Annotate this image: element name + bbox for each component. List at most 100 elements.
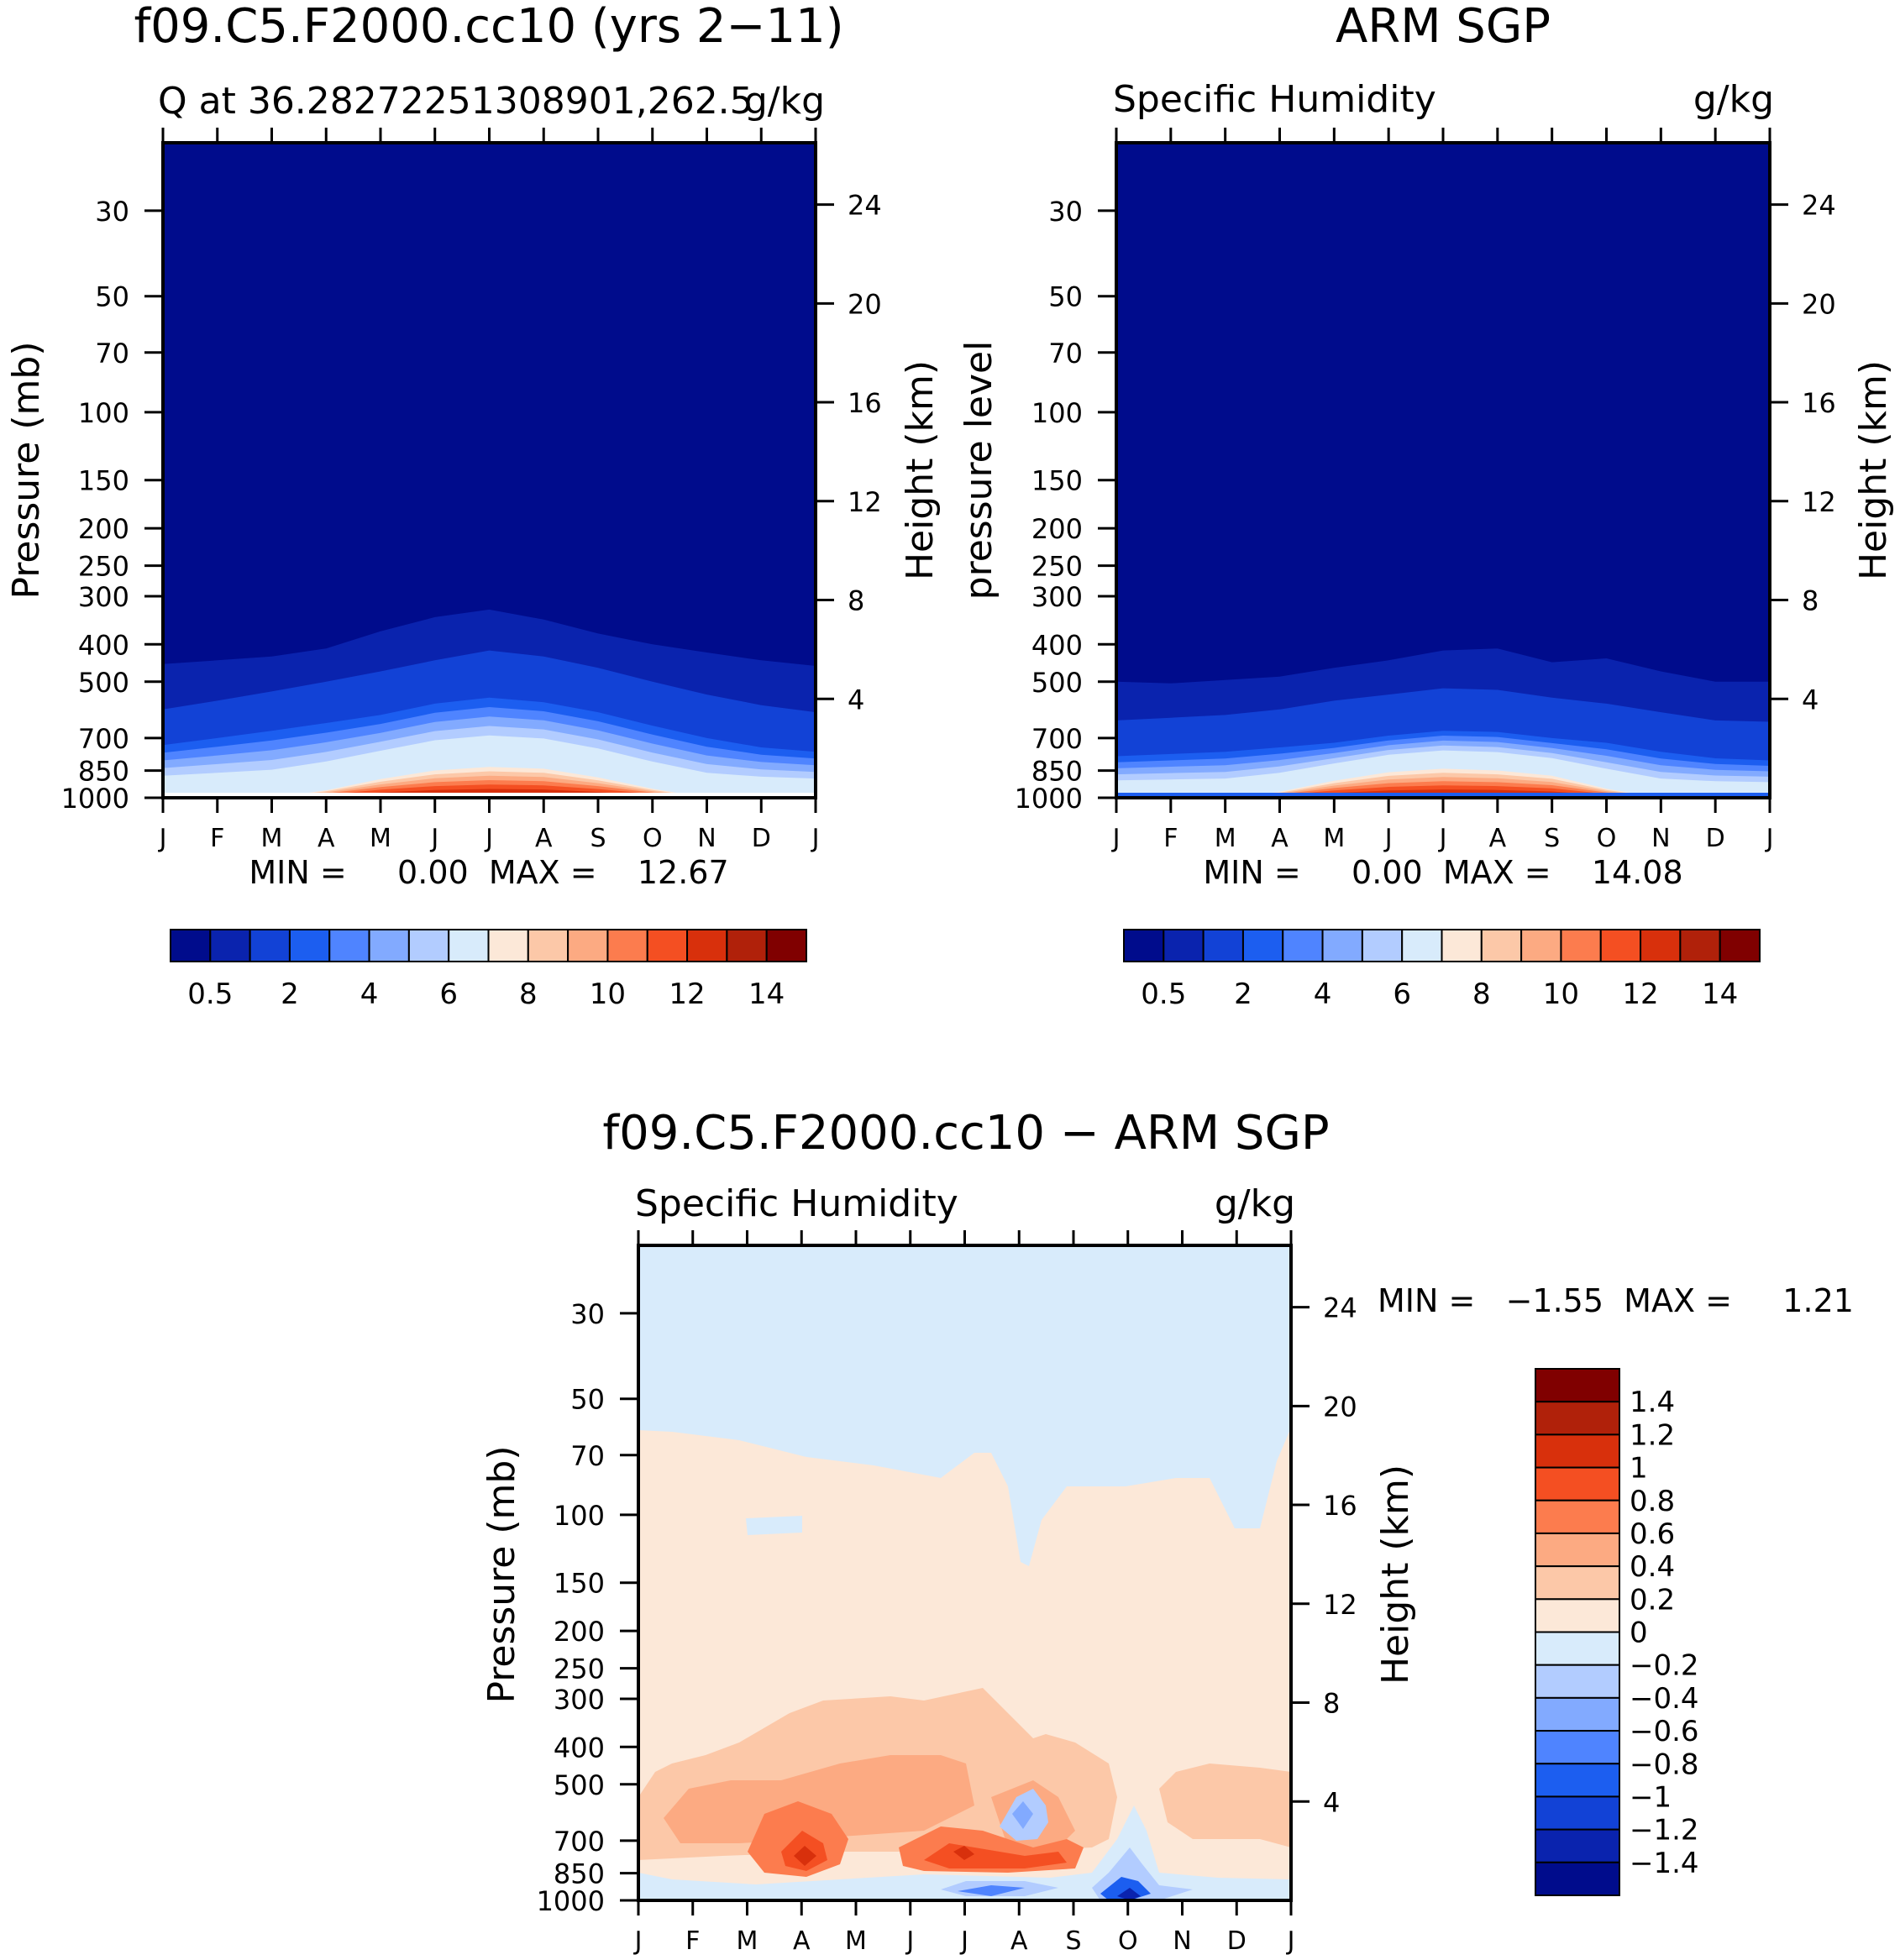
height-tick-label: 12 — [848, 486, 882, 518]
pressure-tick-label: 300 — [1031, 581, 1083, 613]
colorbar-label: 4 — [360, 977, 379, 1011]
model-ylabel: Pressure (mb) — [5, 342, 48, 600]
x-tick-label: J — [1438, 824, 1447, 853]
diff-left-label: Specific Humidity — [635, 1182, 958, 1225]
colorbar-label: 6 — [439, 977, 458, 1011]
colorbar-box — [328, 929, 370, 962]
x-tick-label: J — [1111, 824, 1121, 853]
height-tick-label: 4 — [1802, 684, 1819, 715]
x-tick-label: D — [752, 824, 771, 853]
diff-region-neg04 — [958, 1885, 1025, 1896]
x-tick-label: J — [158, 824, 167, 853]
pressure-tick-label: 200 — [1031, 513, 1083, 545]
height-tick-label: 16 — [848, 387, 882, 419]
diff-region-pos10-a — [794, 1846, 816, 1866]
colorbar-label: −0.2 — [1630, 1649, 1699, 1683]
pressure-tick-label: 70 — [95, 338, 129, 369]
colorbar-label: 0.4 — [1630, 1550, 1675, 1584]
obs-contour-fill — [1116, 143, 1770, 798]
colorbar-box — [1535, 1565, 1620, 1601]
x-tick-label: M — [261, 824, 283, 853]
colorbar-box — [1535, 1499, 1620, 1534]
model-right-label: g/kg — [744, 80, 825, 123]
diff-region-neg10 — [1117, 1888, 1141, 1900]
colorbar-box — [1560, 929, 1602, 962]
colorbar-label: 4 — [1314, 977, 1332, 1011]
diff-region-pos02-right — [1159, 1763, 1291, 1847]
x-tick-label: M — [737, 1926, 758, 1956]
colorbar-box — [209, 929, 251, 962]
diff-region-neg-core2 — [1012, 1801, 1033, 1829]
colorbar-box — [1401, 929, 1443, 962]
obs-ylabel: pressure level — [958, 341, 1000, 600]
colorbar-box — [448, 929, 490, 962]
diff-stats: MIN = −1.55 MAX = 1.21 — [1378, 1282, 1854, 1319]
colorbar-label: 14 — [748, 977, 785, 1011]
x-tick-label: N — [1173, 1926, 1191, 1956]
colorbar-label: 14 — [1702, 977, 1738, 1011]
height-tick-label: 16 — [1323, 1490, 1357, 1522]
model-title: f09.C5.F2000.cc10 (yrs 2−11) — [134, 0, 843, 54]
height-tick-label: 8 — [848, 585, 864, 617]
model-ylabel-right: Height (km) — [899, 360, 942, 580]
obs-title: ARM SGP — [1336, 0, 1551, 54]
colorbar-box — [1321, 929, 1363, 962]
pressure-tick-label: 50 — [95, 281, 129, 313]
pressure-tick-label: 250 — [1031, 551, 1083, 583]
pressure-tick-label: 300 — [78, 581, 129, 613]
colorbar-label: 1.4 — [1630, 1386, 1675, 1419]
colorbar-box — [1535, 1532, 1620, 1568]
pressure-tick-label: 200 — [78, 513, 129, 545]
colorbar-label: 0.5 — [187, 977, 233, 1011]
x-tick-label: A — [1271, 824, 1289, 853]
x-tick-label: F — [685, 1926, 700, 1956]
x-tick-label: A — [318, 824, 335, 853]
colorbar-box — [1361, 929, 1404, 962]
colorbar-box — [487, 929, 529, 962]
pressure-tick-label: 250 — [554, 1653, 605, 1685]
x-tick-label: J — [1765, 824, 1774, 853]
pressure-tick-label: 400 — [1031, 629, 1083, 661]
colorbar-box — [1163, 929, 1205, 962]
colorbar-label: 6 — [1393, 977, 1411, 1011]
colorbar-box — [170, 929, 212, 962]
colorbar-box — [1599, 929, 1642, 962]
pressure-tick-label: 1000 — [1015, 783, 1083, 815]
height-tick-label: 20 — [848, 288, 882, 320]
colorbar-box — [1535, 1828, 1620, 1863]
x-tick-label: M — [370, 824, 391, 853]
colorbar-box — [1441, 929, 1483, 962]
x-tick-label: N — [1651, 824, 1670, 853]
pressure-tick-label: 1000 — [537, 1885, 605, 1917]
diff-ylabel: Pressure (mb) — [480, 1446, 523, 1704]
colorbar-box — [1535, 1401, 1620, 1436]
x-tick-label: M — [1215, 824, 1236, 853]
x-tick-label: J — [484, 824, 493, 853]
q-surface-strip — [163, 793, 816, 798]
x-tick-label: F — [210, 824, 224, 853]
x-tick-label: J — [633, 1926, 643, 1956]
x-tick-label: O — [1597, 824, 1617, 853]
colorbar-label: 0.2 — [1630, 1583, 1675, 1617]
pressure-tick-label: 150 — [554, 1568, 605, 1600]
pressure-tick-label: 200 — [554, 1616, 605, 1648]
colorbar-box — [1535, 1433, 1620, 1469]
x-tick-label: S — [1065, 1926, 1081, 1956]
height-tick-label: 20 — [1802, 288, 1836, 320]
obs-ylabel-right: Height (km) — [1852, 360, 1895, 580]
x-tick-label: D — [1227, 1926, 1247, 1956]
pressure-tick-label: 50 — [570, 1384, 605, 1416]
pressure-tick-label: 850 — [554, 1858, 605, 1890]
colorbar-box — [1480, 929, 1523, 962]
pressure-tick-label: 400 — [554, 1732, 605, 1763]
model-contour-fill — [163, 143, 816, 798]
x-tick-label: J — [905, 1926, 914, 1956]
pressure-tick-label: 250 — [78, 551, 129, 583]
pressure-tick-label: 700 — [554, 1826, 605, 1858]
colorbar-box — [1535, 1763, 1620, 1798]
height-tick-label: 24 — [1802, 190, 1836, 222]
diff-title: f09.C5.F2000.cc10 − ARM SGP — [602, 1106, 1329, 1161]
